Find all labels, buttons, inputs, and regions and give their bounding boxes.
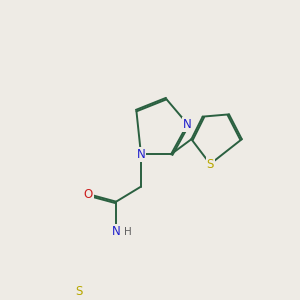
Text: S: S [206,158,214,170]
Text: N: N [136,148,145,161]
Text: H: H [124,227,131,237]
Text: N: N [183,118,192,131]
Text: S: S [75,286,82,298]
Text: O: O [84,188,93,201]
Text: N: N [112,225,121,238]
